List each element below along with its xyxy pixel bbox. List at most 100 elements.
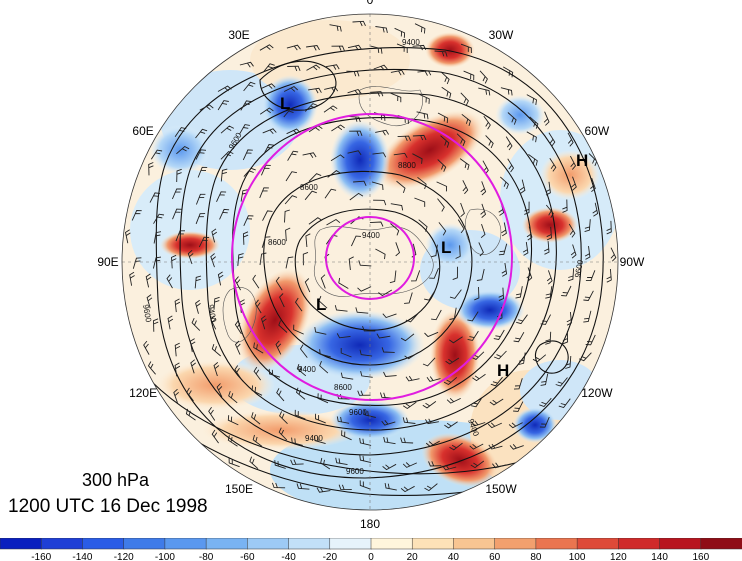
wind-barb xyxy=(340,372,354,380)
wind-barb xyxy=(389,270,397,284)
wind-barb xyxy=(570,155,577,170)
wind-barb xyxy=(370,45,383,54)
wind-barb xyxy=(347,115,361,123)
wind-barb xyxy=(175,230,185,242)
color-swatch xyxy=(0,538,42,550)
wind-barb xyxy=(346,70,360,77)
wind-barb xyxy=(355,307,369,314)
color-bar: -160 -140 -120 -100 -80 -60 -40 -20 0 20 40 60 80 100… xyxy=(0,538,742,561)
wind-barb xyxy=(191,318,201,331)
longitude-label: 90W xyxy=(620,255,645,269)
wind-barb xyxy=(326,218,341,226)
wind-barb xyxy=(417,70,432,76)
wind-barb xyxy=(338,484,352,491)
wind-barb xyxy=(195,193,206,205)
wind-barb xyxy=(463,70,475,81)
wind-barb xyxy=(483,115,491,130)
wind-barb xyxy=(213,362,220,377)
wind-barb xyxy=(174,298,181,313)
wind-barb xyxy=(153,231,162,244)
wind-barb xyxy=(186,387,194,402)
wind-barb xyxy=(249,456,259,470)
wind-barb xyxy=(493,329,505,340)
color-swatch xyxy=(453,538,496,550)
wind-barb xyxy=(513,331,525,343)
wind-barb xyxy=(540,373,549,386)
wind-barb xyxy=(456,133,466,147)
color-bar-tick-label: -160 xyxy=(31,552,51,561)
wind-barb xyxy=(571,176,577,191)
color-bar-tick-label: 60 xyxy=(489,552,501,561)
wind-barb xyxy=(293,324,304,335)
wind-barb xyxy=(254,299,262,314)
wind-barb xyxy=(434,50,448,57)
wind-barb xyxy=(445,357,460,365)
wind-barb xyxy=(359,455,372,464)
wind-barb xyxy=(217,85,232,92)
wind-barb xyxy=(546,226,552,241)
wind-barb xyxy=(400,437,414,444)
wind-barb xyxy=(373,64,388,71)
wind-barb xyxy=(585,334,596,346)
wind-barb xyxy=(549,157,557,172)
wind-barb xyxy=(259,187,269,199)
wind-barb xyxy=(507,158,515,173)
wind-barb xyxy=(259,44,274,51)
wind-barb xyxy=(268,368,281,378)
wind-barb xyxy=(227,415,239,426)
wind-barb xyxy=(286,128,301,135)
wind-barb xyxy=(470,460,485,469)
wind-barb xyxy=(494,350,507,360)
wind-barb xyxy=(583,310,592,323)
wind-barb xyxy=(378,289,393,297)
wind-barb xyxy=(261,236,271,248)
wind-barb xyxy=(546,270,553,285)
wind-barb xyxy=(425,418,439,425)
wind-barb xyxy=(195,213,206,225)
wind-barb xyxy=(545,331,552,345)
wind-barb xyxy=(348,256,354,271)
wind-barb xyxy=(124,229,131,244)
wind-barb xyxy=(449,289,462,299)
wind-barb xyxy=(545,286,553,299)
color-swatch xyxy=(659,538,702,550)
wind-barb xyxy=(195,149,207,160)
contour-label: 9400 xyxy=(402,38,420,47)
wind-barbs xyxy=(124,20,617,493)
wind-barb xyxy=(414,197,426,207)
wind-barb xyxy=(152,256,162,269)
wind-barb xyxy=(220,125,235,134)
wind-barb xyxy=(543,111,550,126)
wind-barb xyxy=(198,236,210,248)
wind-barb xyxy=(302,152,317,158)
wind-barb xyxy=(518,352,526,365)
wind-barb xyxy=(526,267,533,282)
wind-barb xyxy=(327,170,341,178)
wind-barb xyxy=(317,393,329,404)
wind-barb xyxy=(381,420,396,426)
wind-barb xyxy=(455,245,461,259)
wind-barb xyxy=(336,333,351,339)
map-boundary xyxy=(121,13,619,511)
wind-barb xyxy=(357,390,371,396)
wind-barb xyxy=(437,159,447,172)
wind-barb xyxy=(498,287,504,302)
wind-barb xyxy=(498,243,508,256)
wind-barb xyxy=(382,313,397,319)
wind-barb xyxy=(568,223,576,238)
wind-barb xyxy=(513,378,523,390)
wind-barb xyxy=(260,315,267,330)
wind-barb xyxy=(461,113,471,127)
wind-barb xyxy=(509,444,524,450)
wind-barb xyxy=(437,112,449,124)
wind-barb xyxy=(479,70,488,84)
color-swatch xyxy=(535,538,578,550)
wind-barb xyxy=(395,242,401,257)
longitude-label: 60W xyxy=(585,124,610,138)
color-bar-tick-label: 100 xyxy=(569,552,586,561)
wind-barb xyxy=(261,83,276,89)
wind-barb xyxy=(294,297,303,312)
wind-barb xyxy=(251,412,261,425)
wind-barb xyxy=(131,210,142,221)
longitude-label: 150E xyxy=(225,482,253,496)
